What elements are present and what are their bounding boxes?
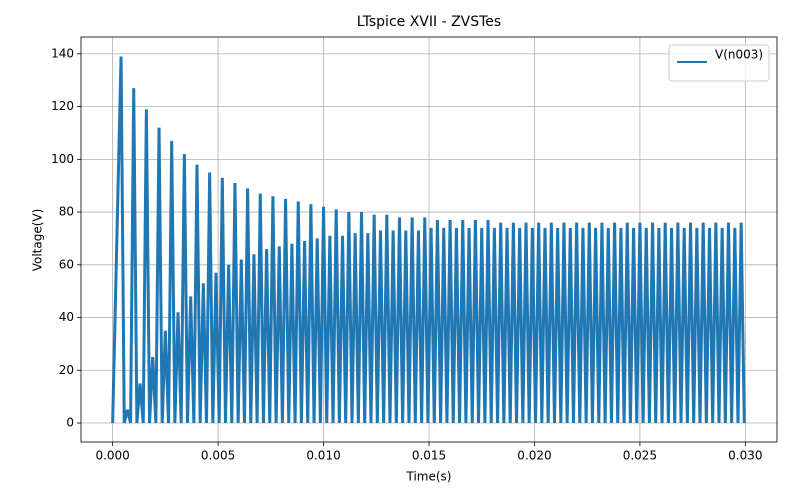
y-tick-label: 120 [51,99,74,113]
chart-title: LTspice XVII - ZVSTes [357,14,501,30]
y-tick-label: 140 [51,46,74,60]
x-tick-label: 0.025 [623,449,657,463]
plot-frame [80,36,778,443]
y-tick-label: 60 [59,257,74,271]
y-tick-label: 100 [51,152,74,166]
legend-label: V(n003) [715,48,763,62]
y-tick-label: 0 [66,416,74,430]
y-axis-label: Voltage(V) [31,209,45,272]
x-tick-label: 0.015 [412,449,446,463]
x-tick-label: 0.030 [728,449,762,463]
data-line [111,56,746,424]
y-tick-label: 40 [59,310,74,324]
y-tick-label: 80 [59,205,74,219]
x-axis-label: Time(s) [406,470,452,484]
x-tick-label: 0.005 [201,449,235,463]
legend: V(n003) [668,44,770,82]
y-tick-label: 20 [59,363,74,377]
x-tick-label: 0.010 [306,449,340,463]
x-tick-label: 0.000 [95,449,129,463]
legend-box [668,44,770,82]
x-tick-label: 0.020 [517,449,551,463]
